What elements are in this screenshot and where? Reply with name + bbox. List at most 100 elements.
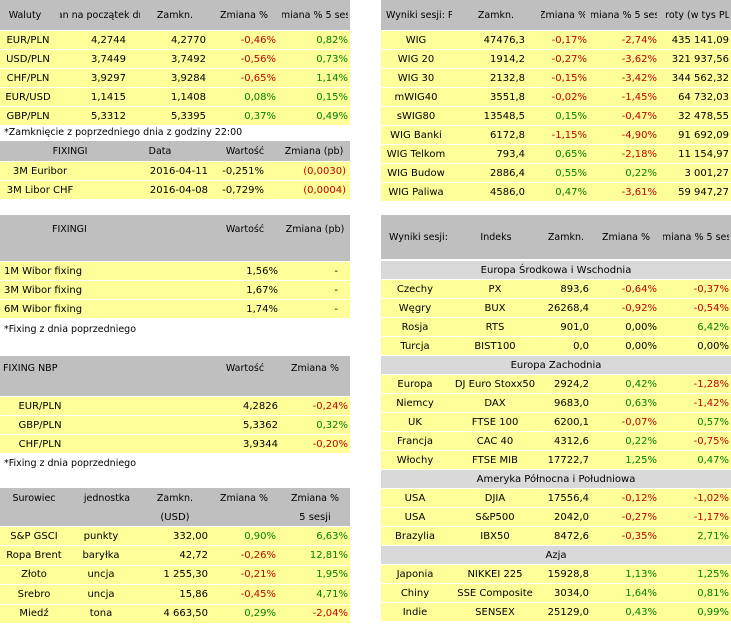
nbp-value: 3,9344 <box>243 438 278 450</box>
change-5-sessions: 0,82% <box>316 34 348 46</box>
commodities-subheader: (USD) 5 sesji <box>0 508 350 526</box>
world-index-close: 9683,0 <box>554 397 589 409</box>
world-index-close: 2924,2 <box>554 378 589 390</box>
fixing-row: 3M Libor CHF 2016-04-08 -0,729% (0,0004) <box>0 181 350 199</box>
commodity-close: 332,00 <box>173 530 208 542</box>
world-index-change: 1,25% <box>625 454 657 466</box>
index-name: WIG Budow <box>387 167 445 179</box>
header-zmiana5-pl: Zmiana % 5 sesji <box>591 9 657 21</box>
currencies-table: Waluty Stan na początek dnia Zamkn. Zmia… <box>0 0 350 140</box>
world-index-change: -0,27% <box>621 511 657 523</box>
world-index-name: PX <box>488 283 502 295</box>
currencies-note: *Zamknięcie z poprzedniego dnia z godzin… <box>4 127 243 138</box>
header-stan: Stan na początek dnia <box>60 9 140 21</box>
nbp-header: FIXING NBP Wartość Zmiana % <box>0 356 350 396</box>
fixing-value: -0,729% <box>222 184 264 196</box>
nbp-row: GBP/PLN 5,3362 0,32% <box>0 416 350 434</box>
world-index-change: 0,43% <box>625 606 657 618</box>
commodity-change-5: -2,04% <box>312 608 348 620</box>
index-change: 0,15% <box>555 110 587 122</box>
nbp-note: *Fixing z dnia poprzedniego <box>4 458 137 469</box>
commodities-table: Surowiec jednostka Zamkn. Zmiana % Zmian… <box>0 488 350 624</box>
start-value: 4,2744 <box>91 34 126 46</box>
world-index-row: Francja CAC 40 4312,6 0,22% -0,75% <box>381 432 731 450</box>
change-pct: -0,56% <box>240 53 276 65</box>
world-index-change: 0,63% <box>625 397 657 409</box>
nbp-pair: GBP/PLN <box>18 419 62 431</box>
world-index-change-5: -0,37% <box>693 283 729 295</box>
world-index-close: 17722,7 <box>547 454 589 466</box>
world-index-change-5: -0,54% <box>693 302 729 314</box>
index-change-5: -3,61% <box>621 186 657 198</box>
index-turnover: 3 001,27 <box>684 167 729 179</box>
world-session-table: Wyniki sesji: Świat Indeks Zamkn. Zmiana… <box>381 215 731 624</box>
poland-index-row: WIG 47476,3 -0,17% -2,74% 435 141,09 <box>381 31 731 49</box>
currency-pair: EUR/USD <box>5 91 51 103</box>
world-index-row: Europa DJ Euro Stoxx50 2924,2 0,42% -1,28% <box>381 375 731 393</box>
world-index-change-5: 0,47% <box>697 454 729 466</box>
index-name: WIG Banki <box>390 129 442 141</box>
index-name: mWIG40 <box>394 91 438 103</box>
world-index-change-5: 0,00% <box>697 340 729 352</box>
world-index-name: SENSEX <box>475 606 515 618</box>
index-turnover: 64 732,03 <box>678 91 729 103</box>
index-close: 47476,3 <box>483 34 525 46</box>
world-index-change: -0,35% <box>621 530 657 542</box>
wibor-change: - <box>334 265 338 277</box>
world-index-row: Węgry BUX 26268,4 -0,92% -0,54% <box>381 299 731 317</box>
world-index-row: Indie SENSEX 25129,0 0,43% 0,99% <box>381 603 731 621</box>
poland-index-row: WIG Banki 6172,8 -1,15% -4,90% 91 692,09 <box>381 126 731 144</box>
close-value: 4,2770 <box>171 34 206 46</box>
commodity-row: Miedź tona 4 663,50 0,29% -2,04% <box>0 604 350 623</box>
wibor-row: 3M Wibor fixing 1,67% - <box>0 281 350 299</box>
index-turnover: 11 154,97 <box>678 148 729 160</box>
header-fixingi-wibor: FIXINGI <box>52 223 87 235</box>
change-pct: 0,08% <box>244 91 276 103</box>
world-index-change: 0,42% <box>625 378 657 390</box>
header-data: Data <box>148 145 172 157</box>
header-zmiana-sw: Zmiana % <box>601 231 651 243</box>
world-index-close: 17556,4 <box>547 492 589 504</box>
header-waluty: Waluty <box>8 9 42 21</box>
nbp-pair: EUR/PLN <box>18 400 62 412</box>
fixing-date: 2016-04-11 <box>149 165 208 177</box>
index-change: -0,27% <box>551 53 587 65</box>
index-name: WIG 20 <box>397 53 435 65</box>
fixing-change: (0,0004) <box>303 184 346 196</box>
fixing-name: 3M Euribor <box>12 165 68 177</box>
index-change-5: -2,18% <box>621 148 657 160</box>
header-zamkn: Zamkn. <box>156 9 194 21</box>
fixing-value: -0,251% <box>222 165 264 177</box>
header-zamkn-sur: Zamkn. <box>156 492 194 504</box>
wibor-value: 1,56% <box>246 265 278 277</box>
change-5-sessions: 0,15% <box>316 91 348 103</box>
commodity-change: -0,26% <box>240 550 276 562</box>
currency-row: GBP/PLN 5,3312 5,3395 0,37% 0,49% <box>0 107 350 125</box>
world-index-change-5: -1,42% <box>693 397 729 409</box>
index-close: 13548,5 <box>483 110 525 122</box>
euribor-fixing-table: FIXINGI Data Wartość Zmiana (pb) 3M Euri… <box>0 141 350 199</box>
wibor-row: 6M Wibor fixing 1,74% - <box>0 300 350 318</box>
commodity-row: Złoto uncja 1 255,30 -0,21% 1,95% <box>0 565 350 585</box>
index-change-5: 0,22% <box>625 167 657 179</box>
start-value: 3,7449 <box>91 53 126 65</box>
currencies-header: Waluty Stan na początek dnia Zamkn. Zmia… <box>0 0 350 30</box>
commodity-change: -0,45% <box>240 588 276 600</box>
world-index-name: IBX50 <box>480 530 510 542</box>
header-zmiana-pb-wibor: Zmiana (pb) <box>285 223 345 235</box>
currency-row: EUR/PLN 4,2744 4,2770 -0,46% 0,82% <box>0 31 350 49</box>
nbp-fixing-table: FIXING NBP Wartość Zmiana % EUR/PLN 4,282… <box>0 356 350 456</box>
world-index-close: 4312,6 <box>554 435 589 447</box>
poland-session-table: Wyniki sesji: Polska Zamkn. Zmiana % Zmi… <box>381 0 731 201</box>
index-close: 2886,4 <box>490 167 525 179</box>
commodity-close: 15,86 <box>179 588 208 600</box>
wibor-fixing-table: FIXINGI Wartość Zmiana (pb) 1M Wibor fix… <box>0 215 350 320</box>
world-index-change: -0,92% <box>621 302 657 314</box>
poland-index-row: WIG 30 2132,8 -0,15% -3,42% 344 562,32 <box>381 69 731 87</box>
index-name: WIG Telkom <box>386 148 446 160</box>
commodity-row: Srebro uncja 15,86 -0,45% 4,71% <box>0 585 350 604</box>
country: Czechy <box>396 283 434 295</box>
change-pct: -0,46% <box>240 34 276 46</box>
header-zmiana-5: Zmiana % 5 sesji <box>282 9 348 21</box>
country: Japonia <box>396 568 434 580</box>
